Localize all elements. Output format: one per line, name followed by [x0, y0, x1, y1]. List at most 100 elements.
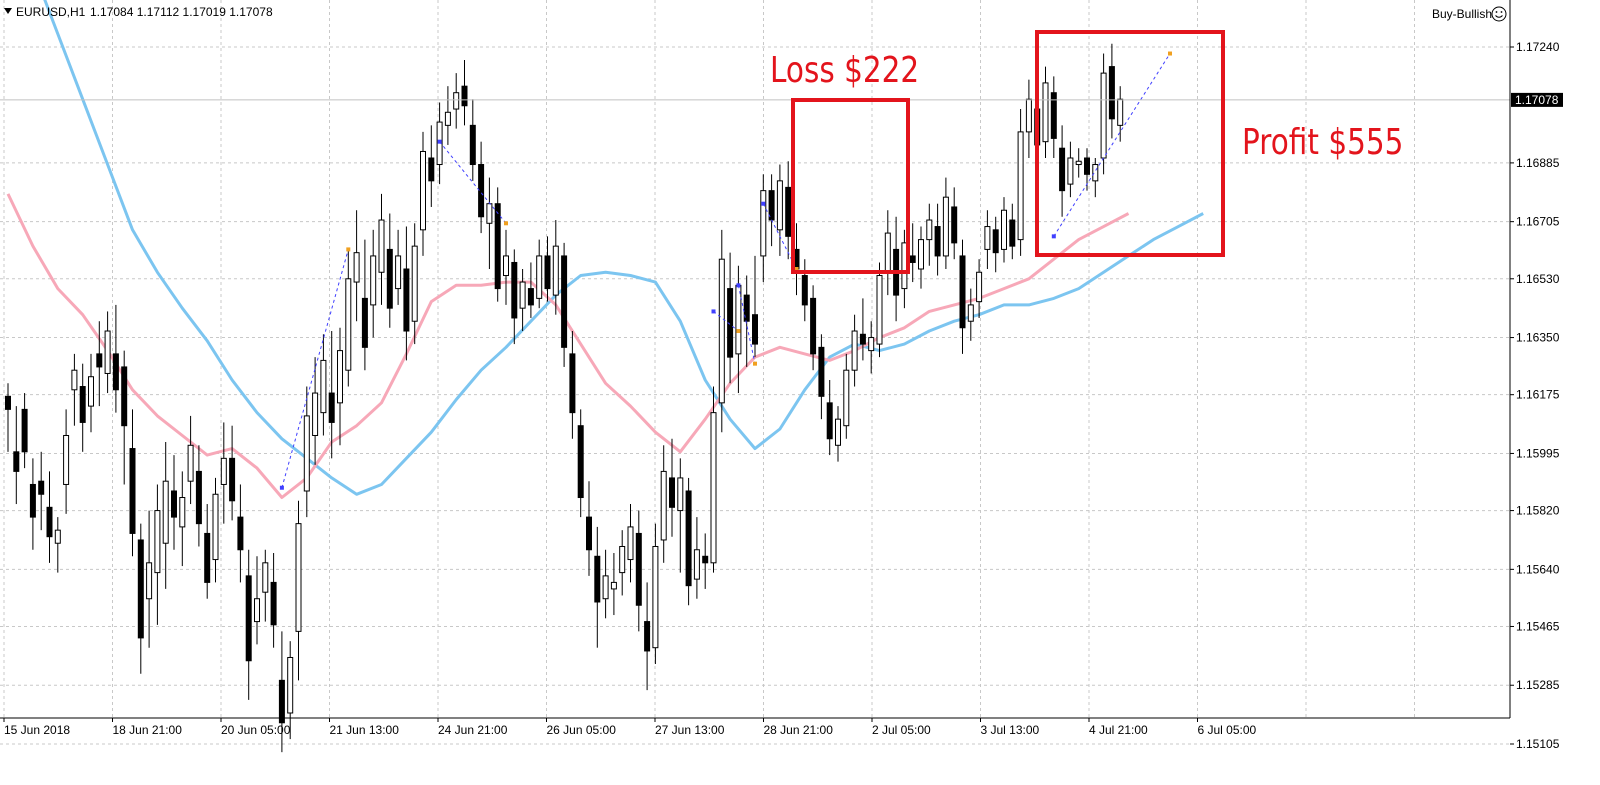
ma-fast-line — [6, 193, 1130, 499]
candle-bear — [577, 425, 584, 499]
candle-bear — [992, 229, 999, 254]
candle-bull — [395, 255, 402, 290]
candle-bull — [337, 350, 343, 404]
candle-bull — [54, 529, 61, 544]
candle-bull — [453, 92, 460, 110]
candle-bull — [254, 598, 260, 623]
x-tick-label: 18 Jun 21:00 — [113, 723, 183, 737]
candle-bear — [38, 480, 45, 495]
candle-bull — [162, 480, 169, 544]
candle-bear — [702, 555, 709, 564]
candle-bear — [461, 85, 468, 107]
candle-bear — [494, 203, 501, 290]
candle-bull — [627, 526, 634, 561]
candle-bear — [386, 248, 393, 309]
smiley-icon[interactable] — [1491, 6, 1507, 22]
candle-bull — [710, 412, 717, 564]
candle-bull — [295, 523, 302, 632]
candle-bull — [677, 477, 684, 512]
x-tick-label: 28 Jun 21:00 — [764, 723, 834, 737]
candle-bull — [984, 226, 991, 250]
candle-bull — [610, 581, 617, 590]
candle-bear — [561, 255, 568, 348]
profit-label: Profit $555 — [1242, 120, 1403, 163]
candle-bull — [1092, 164, 1099, 182]
candle-bull — [1017, 131, 1024, 241]
current-price-tag — [1511, 92, 1563, 107]
candle-bull — [370, 255, 377, 306]
candle-bear — [478, 164, 485, 218]
candle-bear — [21, 408, 28, 453]
y-tick-label: 1.16530 — [1516, 272, 1560, 286]
candle-bull — [735, 284, 742, 355]
candle-bear — [586, 516, 592, 551]
candle-bear — [818, 346, 825, 397]
candle-bear — [1059, 147, 1066, 192]
trade-entry-marker — [736, 283, 741, 288]
candle-bull — [444, 111, 451, 126]
candle-bull — [486, 203, 493, 224]
candle-bull — [320, 359, 327, 414]
candle-bull — [652, 545, 659, 649]
candle-bear — [743, 294, 750, 322]
candle-bull — [378, 219, 385, 273]
candle-bear — [79, 386, 86, 423]
candle-bear — [112, 353, 119, 391]
candle-bear — [527, 288, 534, 306]
candle-bear — [544, 255, 551, 290]
expert-name: Buy-Bullish — [1432, 7, 1492, 21]
x-tick-label: 24 Jun 21:00 — [438, 723, 508, 737]
candle-bear — [328, 392, 335, 423]
trade-entry-marker — [1051, 234, 1056, 239]
candle-bear — [569, 353, 576, 414]
candle-bull — [976, 271, 983, 303]
trade-line — [737, 285, 756, 364]
candle-bear — [129, 448, 136, 534]
candle-bear — [644, 621, 651, 652]
trade-exit-marker — [736, 329, 741, 334]
candle-bear — [1009, 219, 1016, 247]
candle-bear — [752, 314, 758, 345]
trade-entry-marker — [761, 201, 766, 206]
candle-bull — [154, 510, 161, 574]
candle-bull — [843, 369, 850, 427]
candle-bull — [926, 219, 933, 241]
candle-bull — [1001, 209, 1007, 250]
candle-bear — [270, 581, 277, 626]
candle-bull — [420, 150, 426, 231]
trade-line — [713, 311, 739, 332]
candle-bull — [179, 497, 186, 528]
y-tick-label: 1.16175 — [1516, 388, 1560, 402]
candle-bull — [660, 470, 667, 541]
candle-bear — [685, 490, 692, 587]
candle-bull — [88, 376, 94, 407]
candle-bear — [195, 470, 202, 525]
candle-bull — [835, 418, 841, 446]
candle-bear — [810, 297, 817, 355]
candle-bear — [237, 516, 244, 551]
loss-label: Loss $222 — [770, 48, 919, 91]
candle-bear — [5, 395, 11, 410]
candle-bull — [220, 457, 227, 485]
candle-bear — [1050, 92, 1057, 139]
chart-symbol: EURUSD,H1 — [16, 5, 86, 19]
trade-entry-marker — [437, 139, 442, 144]
candle-bear — [121, 366, 128, 427]
x-tick-label: 2 Jul 05:00 — [872, 723, 931, 737]
menu-triangle-icon[interactable] — [4, 8, 12, 14]
x-axis: 15 Jun 2018 18 Jun 21:00 20 Jun 05:00 21 Ju… — [3, 718, 1257, 737]
candle-bear — [909, 255, 916, 263]
x-tick-label: 3 Jul 13:00 — [981, 723, 1040, 737]
candle-bull — [918, 239, 924, 270]
candle-bull — [1067, 157, 1074, 185]
x-tick-label: 26 Jun 05:00 — [547, 723, 617, 737]
chart-ohlc: 1.17084 1.17112 1.17019 1.17078 — [90, 5, 273, 19]
candle-bear — [594, 555, 601, 603]
trade-exit-marker — [753, 361, 757, 366]
candle-bear — [428, 157, 435, 182]
candle-bull — [212, 493, 219, 561]
candle-bull — [552, 245, 559, 296]
candle-bull — [345, 278, 352, 371]
candle-bear — [959, 255, 966, 329]
